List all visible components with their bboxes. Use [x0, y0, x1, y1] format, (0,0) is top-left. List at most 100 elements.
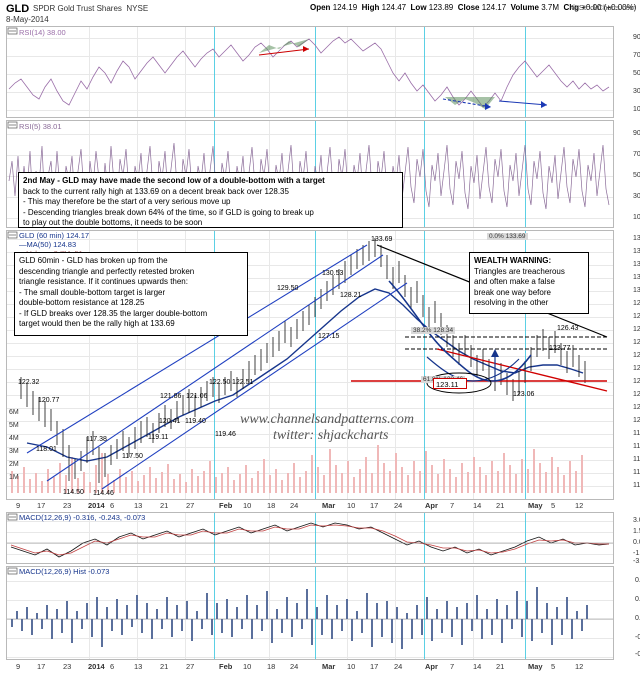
x-axis-tick: 2014: [88, 501, 105, 510]
axis-tick: 3.0: [633, 517, 640, 524]
gridline-marker: [315, 231, 316, 499]
axis-tick: 119: [633, 430, 640, 437]
price-label: 121.06: [186, 393, 208, 400]
x-axis-tick: 9: [16, 662, 21, 671]
x-axis-tick: May: [528, 501, 543, 510]
axis-tick: 123: [633, 378, 640, 385]
x-axis-tick: 27: [186, 501, 195, 510]
price-label: 122.32: [18, 379, 40, 386]
x-axis-tick: 7: [450, 662, 455, 671]
axis-tick: 121: [633, 404, 640, 411]
price-label: 129.50: [277, 285, 299, 292]
x-axis-price: 9 17 23 2014 6 13 21 27 Feb 10 18 24 Mar 10 17 24 Apr 7 14…: [6, 501, 614, 511]
x-axis-tick: 6: [110, 662, 115, 671]
axis-tick: 4M: [9, 435, 19, 442]
price-label: 130.53: [322, 270, 344, 277]
x-axis-tick: 17: [37, 662, 46, 671]
x-axis-tick: 21: [496, 501, 505, 510]
macd-hist-legend: MACD(12,26,9) Hist -0.073: [19, 567, 110, 576]
price-label: 123.77: [549, 345, 571, 352]
x-axis-tick: 24: [394, 501, 403, 510]
x-axis-tick: Apr: [425, 501, 438, 510]
axis-tick: 134: [633, 235, 640, 242]
x-axis-tick: 27: [186, 662, 195, 671]
annotation-warning-line: and often make a false: [474, 277, 555, 286]
quote-line: Open 124.19 High 124.47 Low 123.89 Close…: [310, 3, 637, 12]
rsi5-legend: RSI(5) 38.01: [19, 122, 62, 131]
axis-tick: 129: [633, 300, 640, 307]
rsi14-legend: RSI(14) 38.00: [19, 28, 66, 37]
gridline-marker: [424, 231, 425, 499]
axis-tick: 122: [633, 391, 640, 398]
annotation-warning-title: WEALTH WARNING:: [474, 256, 552, 265]
x-axis-tick: Feb: [219, 662, 233, 671]
axis-tick: 125: [633, 352, 640, 359]
annotation-top-title: 2nd May - GLD may have made the second l…: [23, 176, 325, 185]
price-label: 119.46: [215, 431, 236, 438]
gridline-marker: [525, 27, 526, 117]
gridline-marker: [214, 231, 215, 499]
chart-header: GLD SPDR Gold Trust Shares NYSE 8-May-20…: [0, 0, 640, 26]
axis-tick: 2M: [9, 461, 19, 468]
price-label: 127.15: [318, 333, 340, 340]
price-label: 121.86: [160, 393, 182, 400]
x-axis-tick: 13: [134, 662, 143, 671]
gridline-marker: [525, 121, 526, 227]
axis-tick: 115: [633, 482, 640, 489]
axis-tick: 128: [633, 313, 640, 320]
panel-rsi14: RSI(14) 38.00 90 70 50 30 10: [6, 26, 640, 118]
axis-tick: 10: [633, 106, 640, 113]
x-axis-tick: 24: [290, 501, 299, 510]
annotation-mid-title: GLD 60min - GLD has broken up from the: [19, 256, 168, 265]
stockcharts-credit: © StockCharts.com: [571, 3, 636, 12]
axis-tick: 90: [633, 130, 640, 137]
fib-label-top: 0.0% 133.69: [487, 233, 528, 240]
gridline-marker: [315, 27, 316, 117]
symbol-label: GLD: [6, 3, 30, 15]
price-label: 119.11: [148, 434, 169, 441]
axis-tick: 70: [633, 52, 640, 59]
axis-tick: 30: [633, 88, 640, 95]
axis-tick: 0.15: [635, 596, 640, 603]
fib-label-mid: 38.2% 128.34: [411, 327, 456, 334]
x-axis-bottom: 9 17 23 2014 6 13 21 27 Feb 10 18 24 Mar 10 17 24 Apr 7 14…: [6, 662, 614, 672]
x-axis-tick: Feb: [219, 501, 233, 510]
x-axis-tick: 12: [575, 662, 584, 671]
x-axis-tick: 10: [347, 662, 356, 671]
price-label: 117.50: [122, 453, 143, 460]
annotation-top-line: - Descending triangles break down 64% of…: [23, 207, 314, 217]
x-axis-tick: 17: [370, 501, 379, 510]
x-axis-tick: 5: [551, 662, 556, 671]
axis-tick: 50: [633, 70, 640, 77]
security-name: SPDR Gold Trust Shares NYSE: [33, 4, 149, 13]
x-axis-tick: 18: [267, 501, 276, 510]
annotation-warning-box: WEALTH WARNING: Triangles are treacherou…: [469, 252, 589, 314]
gridline-marker: [424, 27, 425, 117]
x-axis-tick: 21: [160, 662, 169, 671]
annotation-warning-line: resolving in the other: [474, 298, 549, 307]
x-axis-tick: 24: [290, 662, 299, 671]
annotation-top-line: to play out the double bottoms, it needs…: [23, 218, 203, 227]
panel-macd: MACD(12,26,9) -0.316, -0.243, -0.073 3.0…: [6, 512, 640, 565]
double-bottom-level-label: 123.11: [433, 378, 467, 389]
annotation-mid-line: double-bottom resistance at 128.25: [19, 298, 145, 307]
axis-tick: -3.0: [633, 558, 640, 565]
axis-tick: 3M: [9, 448, 19, 455]
axis-tick: 132: [633, 261, 640, 268]
price-label: 123.06: [513, 391, 535, 398]
macd-plot: [7, 513, 613, 558]
price-label: 120.77: [38, 397, 60, 404]
axis-tick: 5M: [9, 422, 19, 429]
x-axis-tick: 9: [16, 501, 21, 510]
x-axis-tick: 6: [110, 501, 115, 510]
axis-tick: -0.15: [635, 634, 640, 641]
x-axis-tick: 2014: [88, 662, 105, 671]
annotation-top-box: 2nd May - GLD may have made the second l…: [18, 172, 403, 228]
price-legend-symbol: GLD (60 min) 124.17: [19, 231, 90, 240]
axis-tick: 120: [633, 417, 640, 424]
axis-tick: -1.5: [633, 550, 640, 557]
annotation-warning-line: Triangles are treacherous: [474, 266, 565, 276]
axis-tick: 118: [633, 443, 640, 450]
price-label: 122.51: [232, 379, 254, 386]
